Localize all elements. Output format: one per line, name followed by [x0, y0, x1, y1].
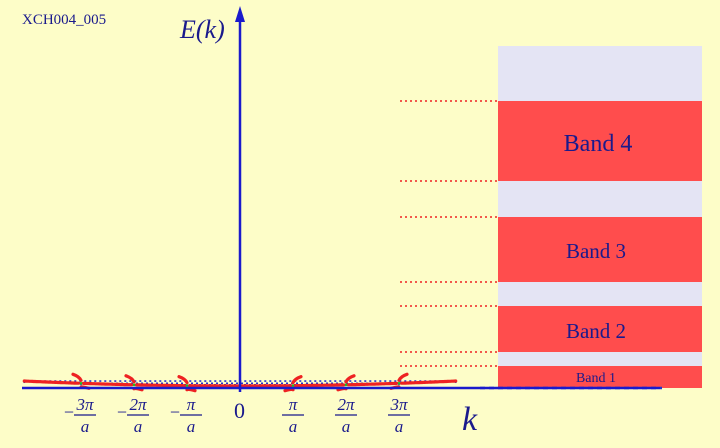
zone-edge-hook-high — [344, 374, 356, 384]
tick-sign: − — [64, 402, 74, 422]
band-curve-right-2 — [294, 383, 345, 388]
band-curve-left-2 — [135, 383, 186, 388]
energy-axis-label: E(k) — [179, 15, 225, 44]
figure-id: XCH004_005 — [22, 12, 106, 28]
tick-denominator: a — [395, 417, 404, 436]
tick-numerator: 2π — [337, 395, 355, 414]
zone-edge-hook-low — [185, 387, 197, 393]
tick-numerator: 3π — [389, 395, 408, 414]
tick-label-1: −2π a — [117, 395, 149, 436]
band-curve-left-4 — [22, 379, 80, 385]
zone-edge-hook-high — [291, 375, 303, 385]
tick-label-3: πa — [282, 395, 304, 436]
band-1-rect — [498, 366, 702, 388]
band-curve-right-3 — [347, 381, 398, 387]
tick-label-0: −3π a — [64, 395, 96, 436]
zone-edge-hook-low — [283, 387, 295, 393]
tick-sign: − — [117, 402, 127, 422]
zone-edge-hook-high — [397, 372, 409, 382]
tick-numerator: π — [289, 395, 298, 414]
tick-sign: − — [170, 402, 180, 422]
tick-denominator: a — [342, 417, 351, 436]
band-curve-left-3 — [82, 381, 133, 387]
tick-label-2: − πa — [170, 395, 202, 436]
zone-edge-hook-high — [124, 374, 136, 384]
band-3-label: Band 3 — [566, 239, 626, 263]
tick-label-5: 3π a — [388, 395, 410, 436]
tick-numerator: 3π — [75, 395, 94, 414]
energy-axis-arrow-icon — [235, 6, 245, 22]
tick-denominator: a — [134, 417, 143, 436]
zone-edge-hook-high — [177, 375, 189, 385]
band-4-label: Band 4 — [564, 131, 633, 157]
tick-denominator: a — [187, 417, 196, 436]
tick-numerator: 2π — [129, 395, 147, 414]
band-2-rect — [498, 306, 702, 352]
tick-denominator: a — [289, 417, 298, 436]
band-curve-right-4 — [400, 379, 458, 385]
band-4-rect — [498, 101, 702, 181]
band-3-rect — [498, 217, 702, 282]
band-1-label: Band 1 — [576, 371, 616, 386]
tick-denominator: a — [81, 417, 90, 436]
band-2-label: Band 2 — [566, 319, 626, 343]
tick-zero: 0 — [234, 398, 245, 423]
zone-edge-hook-high — [71, 372, 83, 382]
k-axis-label: k — [462, 401, 478, 438]
tick-label-4: 2π a — [335, 395, 357, 436]
tick-numerator: π — [187, 395, 196, 414]
